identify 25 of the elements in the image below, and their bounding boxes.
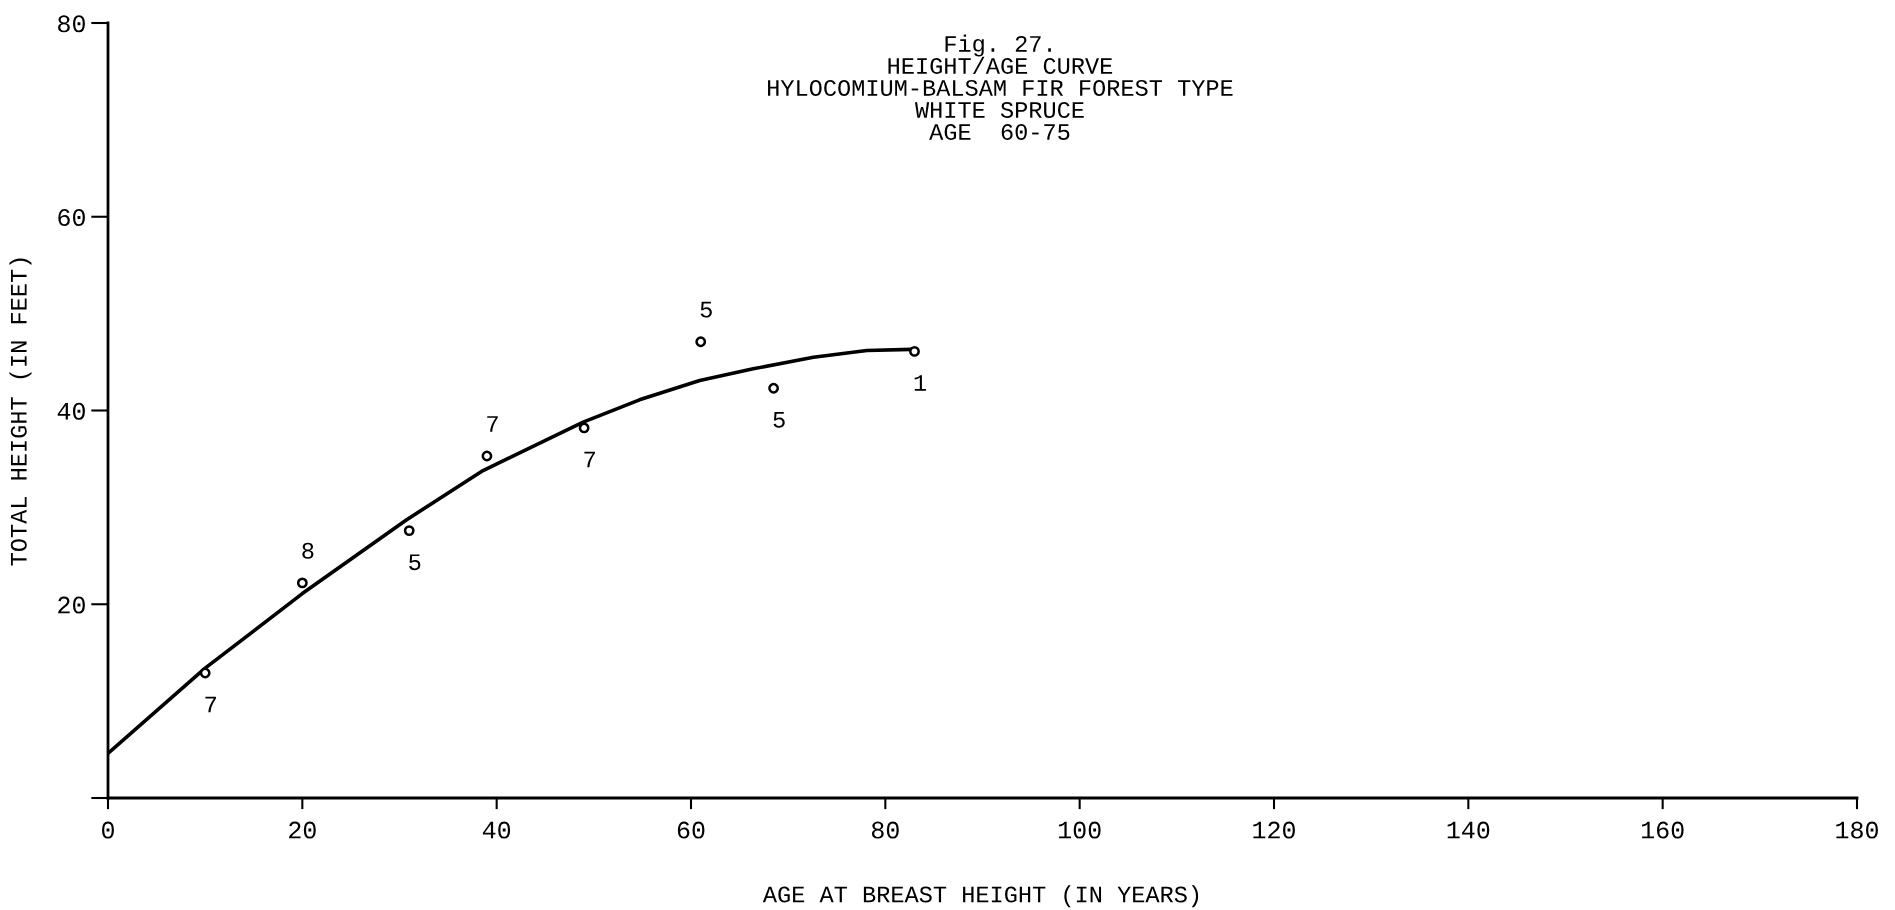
y-tick-label: 60 xyxy=(58,209,85,227)
annotation: 5 xyxy=(409,554,421,571)
annotation: 5 xyxy=(700,301,712,318)
y-tick-label: 40 xyxy=(57,402,85,420)
x-tick-label: 80 xyxy=(871,821,899,839)
y-axis-title: TOTAL HEIGHT (IN FEET) xyxy=(9,258,32,566)
y-tick-label: 20 xyxy=(58,596,85,614)
x-tick-label: 40 xyxy=(482,821,511,839)
x-tick-label: 140 xyxy=(1447,821,1490,839)
annotation: 7 xyxy=(205,696,216,713)
annotation: 8 xyxy=(302,542,314,559)
annotation: 1 xyxy=(914,375,926,391)
annotation: 5 xyxy=(773,412,785,428)
y-tick-label: 80 xyxy=(58,15,85,33)
x-tick-label: 20 xyxy=(289,821,316,839)
text: Fig. 27. HEIGHT/AGE CURVE HYLOCOMIUM-BALSAM FIR FOREST TYPE WHITE SPRUCE AGE 60-75 xyxy=(768,34,1233,141)
annotation: 7 xyxy=(487,416,498,432)
x-tick-label: 100 xyxy=(1058,821,1101,839)
x-tick-label: 0 xyxy=(102,821,114,839)
x-tick-label: 120 xyxy=(1253,821,1295,839)
x-axis-title: AGE AT BREAST HEIGHT (IN YEARS) xyxy=(762,885,1199,908)
annotation: 7 xyxy=(584,451,595,468)
x-tick-label: 180 xyxy=(1836,821,1878,839)
x-tick-label: 60 xyxy=(677,821,705,839)
x-tick-label: 160 xyxy=(1641,821,1684,839)
